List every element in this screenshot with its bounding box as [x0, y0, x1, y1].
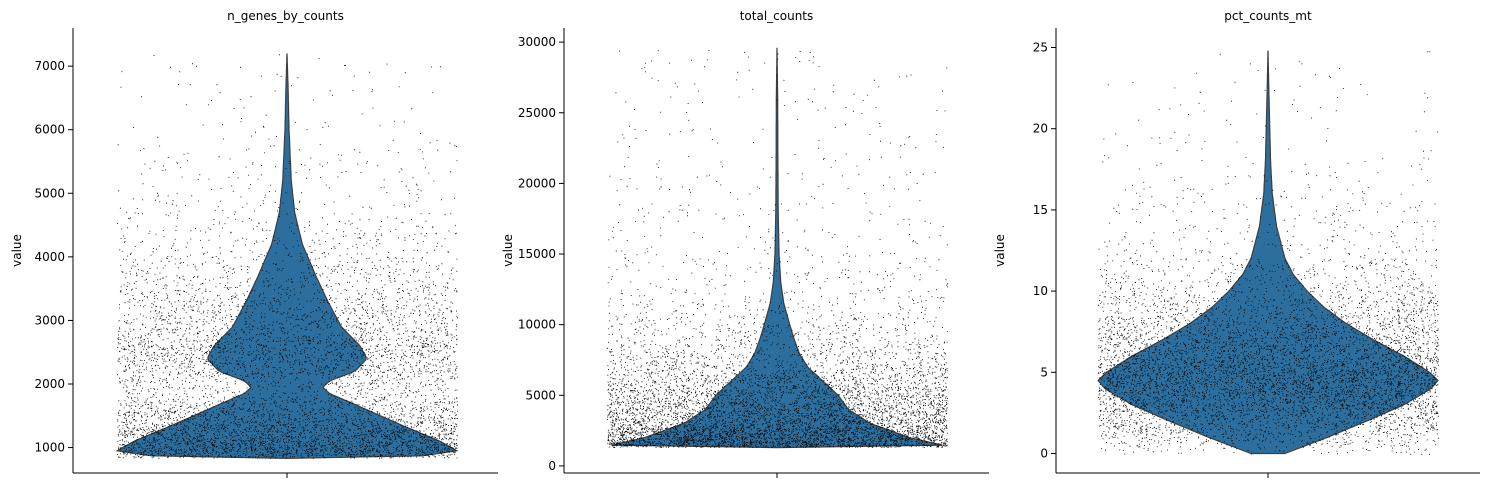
- y-tick-label: 6000: [34, 123, 65, 137]
- violin-body: [1097, 50, 1439, 455]
- y-tick-label: 25: [1033, 40, 1048, 54]
- y-tick-label: 2000: [34, 377, 65, 391]
- y-tick-label: 3000: [34, 313, 65, 327]
- y-tick-label: 5000: [34, 186, 65, 200]
- y-tick-label: 25000: [518, 106, 556, 120]
- violin-body: [611, 47, 943, 449]
- jitter-points: [607, 50, 948, 448]
- y-tick-label: 20: [1033, 122, 1048, 136]
- y-tick-label: 20000: [518, 176, 556, 190]
- y-axis-label: value: [993, 234, 1007, 267]
- y-tick-label: 10: [1033, 284, 1048, 298]
- y-tick-label: 4000: [34, 250, 65, 264]
- panel-title: n_genes_by_counts: [227, 9, 344, 23]
- jitter-point: [117, 54, 458, 459]
- y-tick-label: 5: [1040, 365, 1048, 379]
- y-tick-label: 1000: [34, 441, 65, 455]
- y-tick-label: 5000: [525, 388, 556, 402]
- jitter-point: [607, 50, 948, 448]
- y-tick-label: 10000: [518, 318, 556, 332]
- y-tick-label: 30000: [518, 35, 556, 49]
- y-tick-label: 0: [548, 459, 556, 473]
- y-tick-label: 7000: [34, 59, 65, 73]
- violin-body: [115, 53, 459, 460]
- jitter-point: [1098, 51, 1439, 455]
- y-axis-label: value: [501, 234, 515, 267]
- y-axis-label: value: [10, 234, 24, 267]
- panel-title: total_counts: [740, 9, 814, 23]
- jitter-points: [117, 54, 458, 459]
- y-tick-label: 15000: [518, 247, 556, 261]
- y-tick-label: 0: [1040, 447, 1048, 461]
- panel-title: pct_counts_mt: [1224, 9, 1312, 23]
- y-tick-label: 15: [1033, 203, 1048, 217]
- jitter-points: [1098, 51, 1439, 455]
